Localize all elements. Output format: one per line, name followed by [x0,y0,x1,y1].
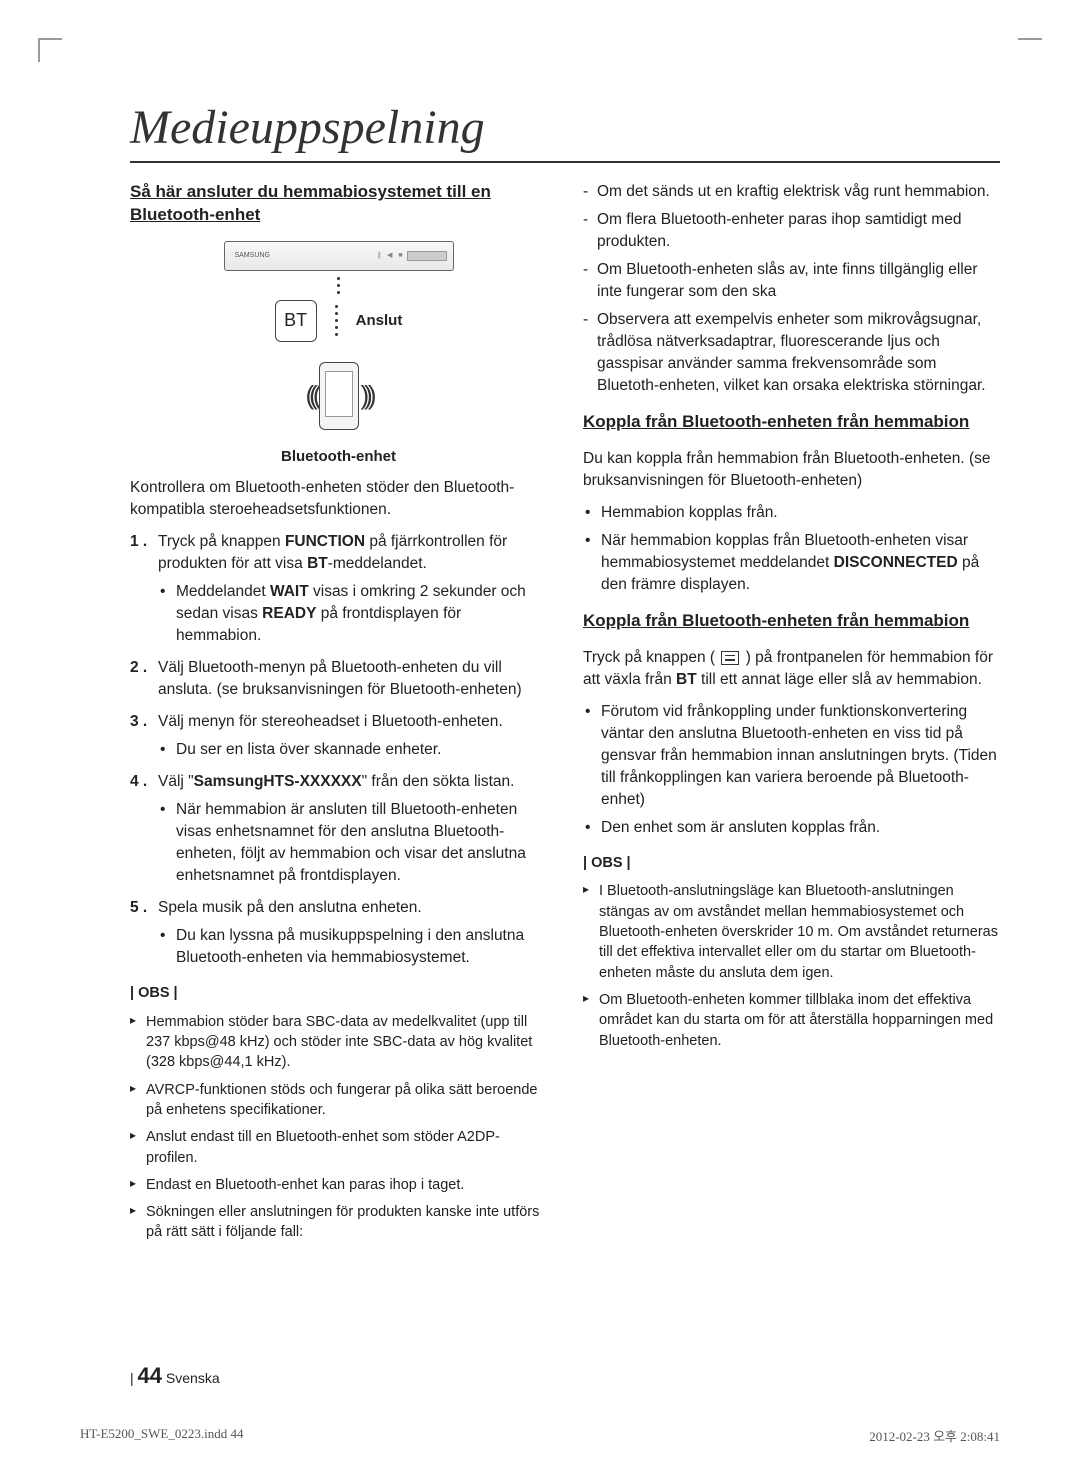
page-number: 44 [138,1363,162,1388]
connect-label: Anslut [356,310,403,331]
dash-4: Observera att exempelvis enheter som mik… [583,309,1000,397]
bt-symbol: BT [284,308,307,334]
dots-top [337,277,340,294]
steps-list: Tryck på knappen FUNCTION på fjärrkontro… [130,531,547,969]
dash-3: Om Bluetooth-enheten slås av, inte finns… [583,259,1000,303]
bul-a-2: När hemmabion kopplas från Bluetooth-enh… [583,530,1000,596]
player-tray [407,251,447,261]
phone-icon [319,362,359,430]
right-para-b: Tryck på knappen ( ) på frontpanelen för… [583,647,1000,691]
waves-left: ((( [306,377,317,414]
crop-mark-tr [1018,38,1042,40]
left-note-2: AVRCP-funktionen stöds och fungerar på o… [130,1080,547,1121]
left-note-1: Hemmabion stöder bara SBC-data av medelk… [130,1012,547,1073]
bul-b-1: Förutom vid frånkoppling under funktions… [583,701,1000,811]
left-note-3: Anslut endast till en Bluetooth-enhet so… [130,1127,547,1168]
player-graphic: SAMSUNG ∥ ◀ ■ ▶ ⏏ [224,241,454,271]
bul-a-1: Hemmabion kopplas från. [583,502,1000,524]
left-note-4: Endast en Bluetooth-enhet kan paras ihop… [130,1175,547,1195]
right-notes: I Bluetooth-anslutningsläge kan Bluetoot… [583,881,1000,1050]
step-1-sub: Meddelandet WAIT visas i omkring 2 sekun… [158,581,547,647]
file-name: HT-E5200_SWE_0223.indd 44 [80,1426,243,1445]
bt-icon: BT [275,300,317,342]
left-note-5: Sökningen eller anslutningen för produkt… [130,1202,547,1243]
file-footer: HT-E5200_SWE_0223.indd 44 2012-02-23 오후 … [80,1426,1000,1445]
left-intro: Kontrollera om Bluetooth-enheten stöder … [130,477,547,521]
phone-row: ((( ))) [306,362,372,430]
page: Medieuppspelning Så här ansluter du hemm… [0,0,1080,1479]
page-title: Medieuppspelning [130,100,1000,155]
dash-2: Om flera Bluetooth-enheter paras ihop sa… [583,209,1000,253]
right-bul-b: Förutom vid frånkoppling under funktions… [583,701,1000,839]
player-brand: SAMSUNG [235,251,270,261]
left-column: Så här ansluter du hemmabiosystemet till… [130,181,547,1250]
title-rule [130,161,1000,163]
dash-1: Om det sänds ut en kraftig elektrisk våg… [583,181,1000,203]
right-note-2: Om Bluetooth-enheten kommer tillblaka in… [583,990,1000,1051]
connection-diagram: SAMSUNG ∥ ◀ ■ ▶ ⏏ BT Anslut [130,241,547,467]
crop-mark-tl [38,38,62,62]
file-timestamp: 2012-02-23 오후 2:08:41 [869,1426,1000,1445]
left-heading: Så här ansluter du hemmabiosystemet till… [130,181,547,227]
diagram-caption: Bluetooth-enhet [281,446,396,467]
step-2: Välj Bluetooth-menyn på Bluetooth-enhete… [130,657,547,701]
step-3: Välj menyn för stereoheadset i Bluetooth… [130,711,547,761]
right-h2a: Koppla från Bluetooth-enheten från hemma… [583,411,1000,434]
right-dash-list: Om det sänds ut en kraftig elektrisk våg… [583,181,1000,397]
right-note-1: I Bluetooth-anslutningsläge kan Bluetoot… [583,881,1000,982]
right-h2b: Koppla från Bluetooth-enheten från hemma… [583,610,1000,633]
bt-row: BT Anslut [275,300,403,342]
bul-b-2: Den enhet som är ansluten kopplas från. [583,817,1000,839]
dots-mid [335,305,338,336]
step-1: Tryck på knappen FUNCTION på fjärrkontro… [130,531,547,647]
page-lang: Svenska [166,1370,220,1386]
front-panel-icon [721,651,739,665]
waves-right: ))) [361,377,372,414]
right-obs-label: | OBS | [583,853,1000,874]
page-footer: | 44 Svenska [130,1363,220,1389]
right-column: Om det sänds ut en kraftig elektrisk våg… [583,181,1000,1250]
left-notes: Hemmabion stöder bara SBC-data av medelk… [130,1012,547,1243]
right-bul-a: Hemmabion kopplas från. När hemmabion ko… [583,502,1000,596]
columns: Så här ansluter du hemmabiosystemet till… [130,181,1000,1250]
step-5-sub: Du kan lyssna på musikuppspelning i den … [158,925,547,969]
step-4: Välj "SamsungHTS-XXXXXX" från den sökta … [130,771,547,887]
right-para-a: Du kan koppla från hemmabion från Blueto… [583,448,1000,492]
left-obs-label: | OBS | [130,983,547,1004]
step-3-sub: Du ser en lista över skannade enheter. [158,739,547,761]
step-5: Spela musik på den anslutna enheten. Du … [130,897,547,969]
step-4-sub: När hemmabion är ansluten till Bluetooth… [158,799,547,887]
